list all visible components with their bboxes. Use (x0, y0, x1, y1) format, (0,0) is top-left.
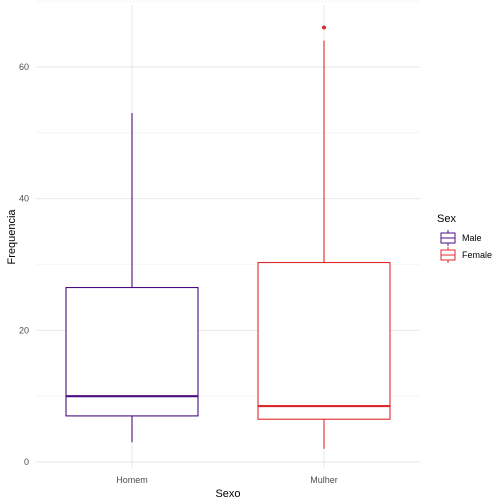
box-iqr (65, 286, 199, 417)
y-tick-label: 40 (19, 194, 29, 204)
legend-key-male (440, 230, 456, 246)
box-homem (65, 113, 199, 443)
box-mulher (257, 25, 391, 449)
legend-label: Female (462, 250, 492, 260)
x-axis-ticks: Homem Mulher (116, 475, 338, 485)
x-tick-label: Homem (116, 475, 148, 485)
y-axis-ticks: 0 20 40 60 (19, 62, 29, 467)
y-axis-title: Frequencia (6, 209, 18, 265)
y-tick-label: 60 (19, 62, 29, 72)
x-tick-label: Mulher (310, 475, 338, 485)
y-tick-label: 20 (19, 325, 29, 335)
outlier-point (322, 25, 326, 30)
legend-key-female (440, 247, 456, 263)
legend: Sex Male Female (437, 213, 492, 263)
box-iqr (257, 261, 391, 420)
x-axis-title: Sexo (215, 488, 240, 500)
y-tick-label: 0 (24, 457, 29, 467)
boxes (65, 25, 391, 449)
legend-title: Sex (437, 213, 456, 225)
legend-label: Male (462, 233, 482, 243)
